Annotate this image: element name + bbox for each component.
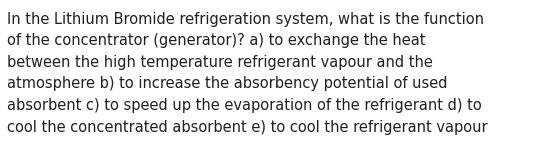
Text: In the Lithium Bromide refrigeration system, what is the function
of the concent: In the Lithium Bromide refrigeration sys… (7, 12, 488, 135)
